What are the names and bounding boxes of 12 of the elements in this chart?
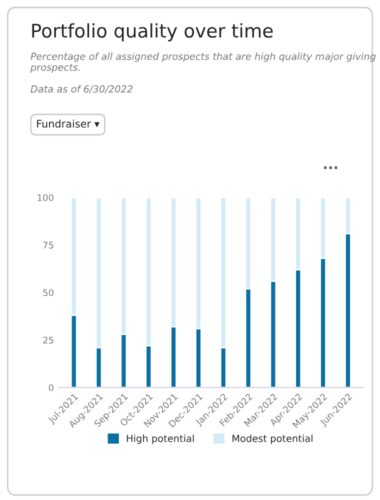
y-tick-label: 75 bbox=[43, 242, 54, 249]
y-tick-label: 0 bbox=[48, 384, 54, 392]
y-tick-label: 25 bbox=[43, 336, 54, 344]
legend-label: High potential bbox=[126, 434, 194, 444]
y-tick-label: 50 bbox=[43, 289, 54, 296]
text: Data as of 6/30/2022 bbox=[30, 85, 133, 94]
chart-title: Portfolio quality over time bbox=[32, 23, 273, 42]
legend-label: Modest potential bbox=[232, 434, 312, 444]
text: ··· bbox=[324, 166, 338, 169]
text: Fundraiser ▾ bbox=[37, 120, 100, 128]
chart-subtitle: Percentage of all assigned prospects that are high quality major giving prospects. bbox=[30, 52, 376, 73]
y-tick-label: 100 bbox=[38, 194, 54, 202]
